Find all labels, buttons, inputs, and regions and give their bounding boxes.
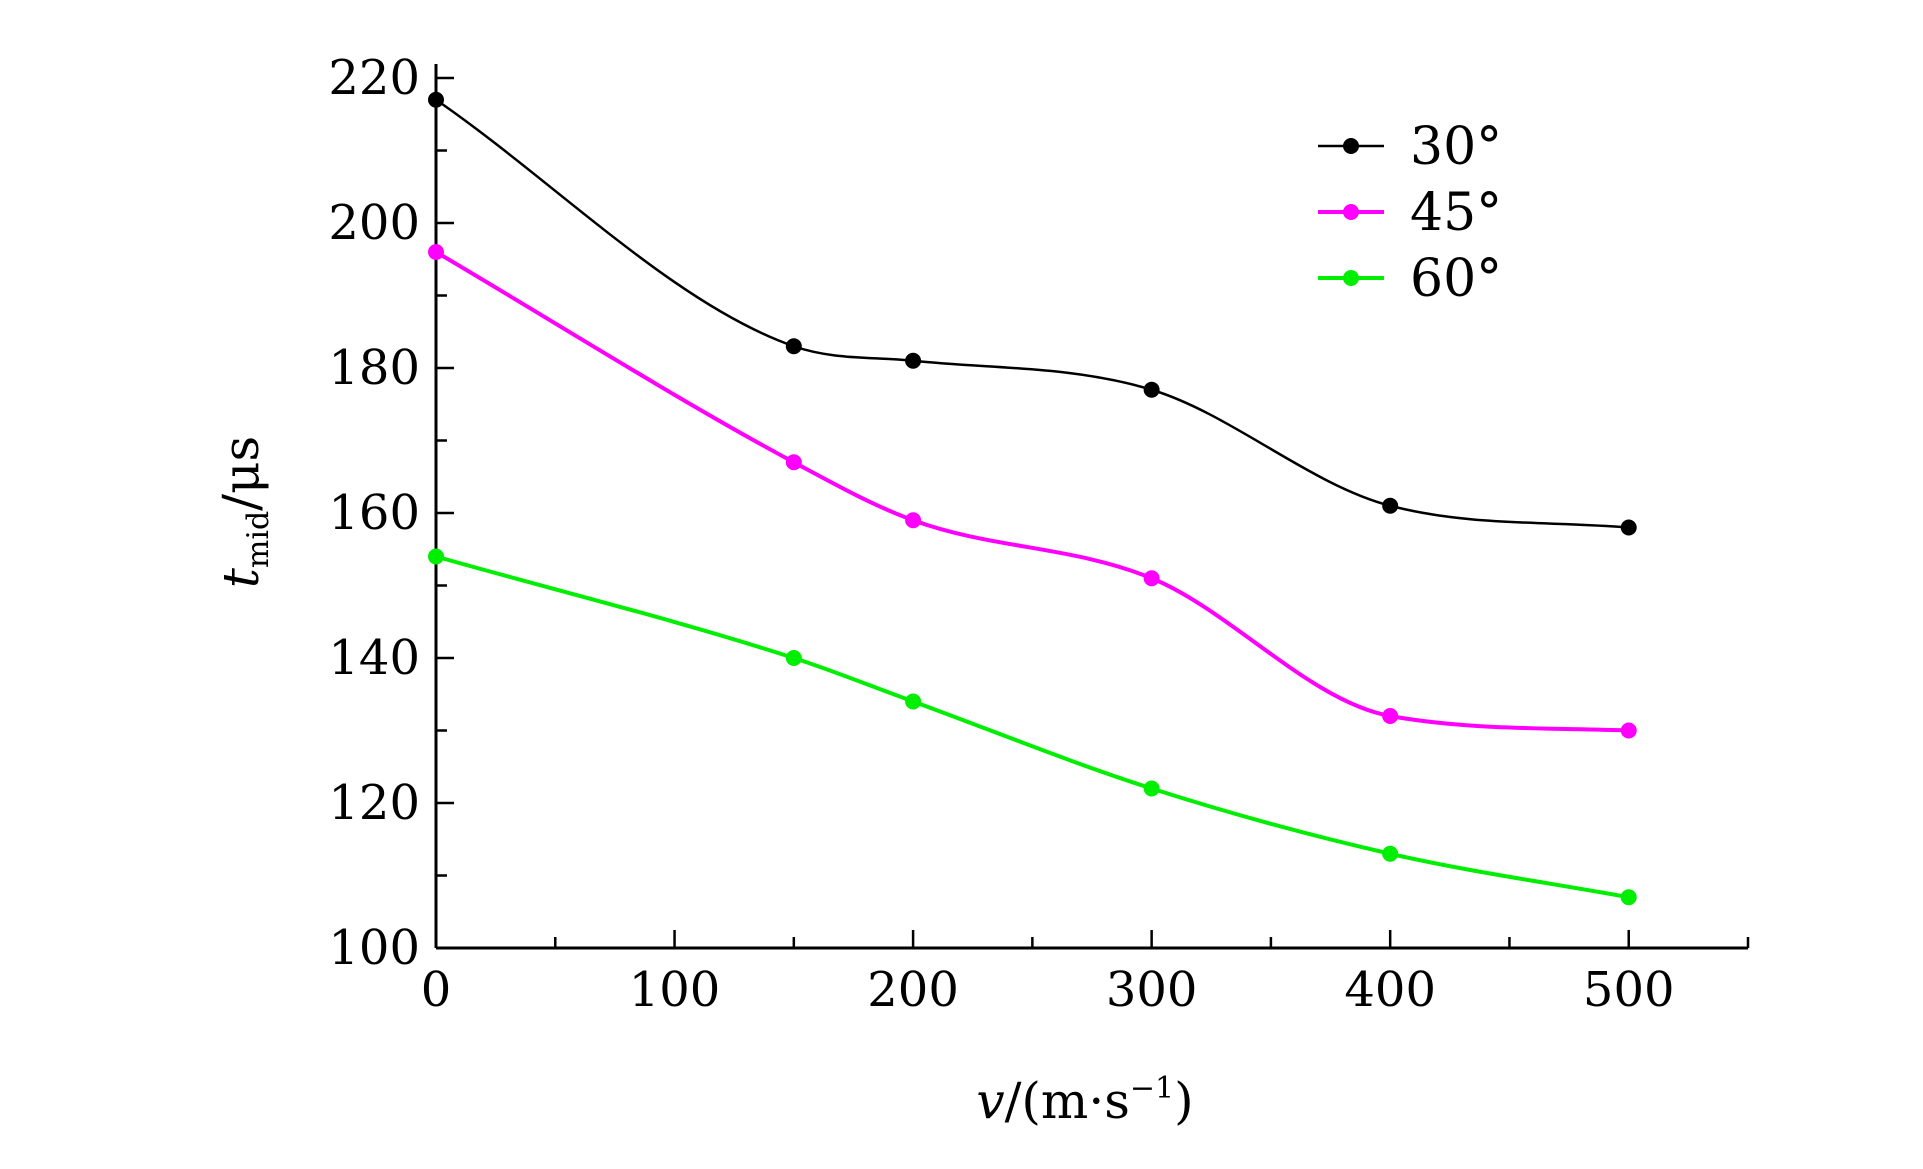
- y-tick-label: 160: [328, 485, 420, 541]
- data-point: [905, 352, 922, 369]
- data-point: [1620, 722, 1637, 739]
- y-axis-unit: /μs: [212, 436, 270, 511]
- data-point: [1143, 381, 1160, 398]
- data-point: [1382, 845, 1399, 862]
- legend-item: 60°: [1318, 249, 1502, 309]
- y-tick-label: 200: [328, 195, 420, 251]
- series-1: [428, 91, 1637, 536]
- y-tick-label: 180: [328, 340, 420, 396]
- legend-label: 45°: [1410, 183, 1502, 243]
- x-axis-unit-open: /(m: [1005, 1072, 1089, 1130]
- series-line: [434, 250, 1629, 733]
- data-point: [785, 650, 802, 666]
- x-tick-label: 400: [1344, 962, 1436, 1018]
- series-layer: [428, 91, 1637, 906]
- data-point: [785, 454, 802, 471]
- data-point: [1143, 780, 1160, 797]
- data-point: [785, 338, 802, 355]
- x-axis-unit-exponent: −1: [1130, 1071, 1174, 1106]
- legend-swatch-marker: [1343, 270, 1359, 286]
- x-tick-label: 0: [421, 962, 452, 1018]
- legend: 30°45°60°: [1318, 117, 1502, 309]
- x-tick-label: 300: [1106, 962, 1198, 1018]
- data-point: [1382, 497, 1399, 514]
- series-line: [435, 98, 1629, 529]
- y-axis-subscript: mid: [241, 511, 276, 568]
- x-axis-unit-close: ): [1174, 1072, 1194, 1130]
- x-tick-label: 500: [1583, 962, 1675, 1018]
- legend-item: 30°: [1318, 117, 1502, 177]
- series-2: [428, 244, 1637, 739]
- legend-label: 30°: [1410, 117, 1502, 177]
- axes: [434, 64, 1748, 950]
- y-tick-label: 140: [328, 630, 420, 686]
- data-point: [1382, 708, 1399, 724]
- data-point: [428, 244, 444, 260]
- y-axis-ticks: 100 120 140 160 180 200 220: [328, 50, 454, 976]
- series-line: [435, 554, 1630, 900]
- y-tick-label: 120: [328, 775, 420, 831]
- y-tick-label: 100: [328, 920, 420, 976]
- data-point: [428, 548, 444, 565]
- x-axis-variable: v: [976, 1072, 1004, 1130]
- y-axis-title: tmid/μs: [212, 436, 276, 588]
- data-point: [1143, 570, 1160, 587]
- data-point: [905, 693, 922, 710]
- x-axis-unit-s: s: [1104, 1072, 1130, 1130]
- legend-swatch-marker: [1343, 138, 1359, 154]
- legend-label: 60°: [1410, 249, 1502, 309]
- legend-swatch-marker: [1343, 204, 1359, 220]
- data-point: [1620, 889, 1637, 906]
- data-point: [1620, 519, 1637, 536]
- x-axis-unit-dot: ·: [1088, 1072, 1104, 1130]
- x-tick-label: 100: [629, 962, 721, 1018]
- y-tick-label: 220: [328, 50, 420, 106]
- data-point: [428, 91, 444, 108]
- x-axis-ticks: 0 100 200 300 400 500: [421, 930, 1750, 1018]
- series-3: [428, 548, 1637, 906]
- y-axis-variable: t: [212, 567, 270, 588]
- x-axis-title: v/(m·s−1): [976, 1071, 1193, 1130]
- legend-item: 45°: [1318, 183, 1502, 243]
- data-point: [905, 512, 922, 529]
- x-tick-label: 200: [867, 962, 959, 1018]
